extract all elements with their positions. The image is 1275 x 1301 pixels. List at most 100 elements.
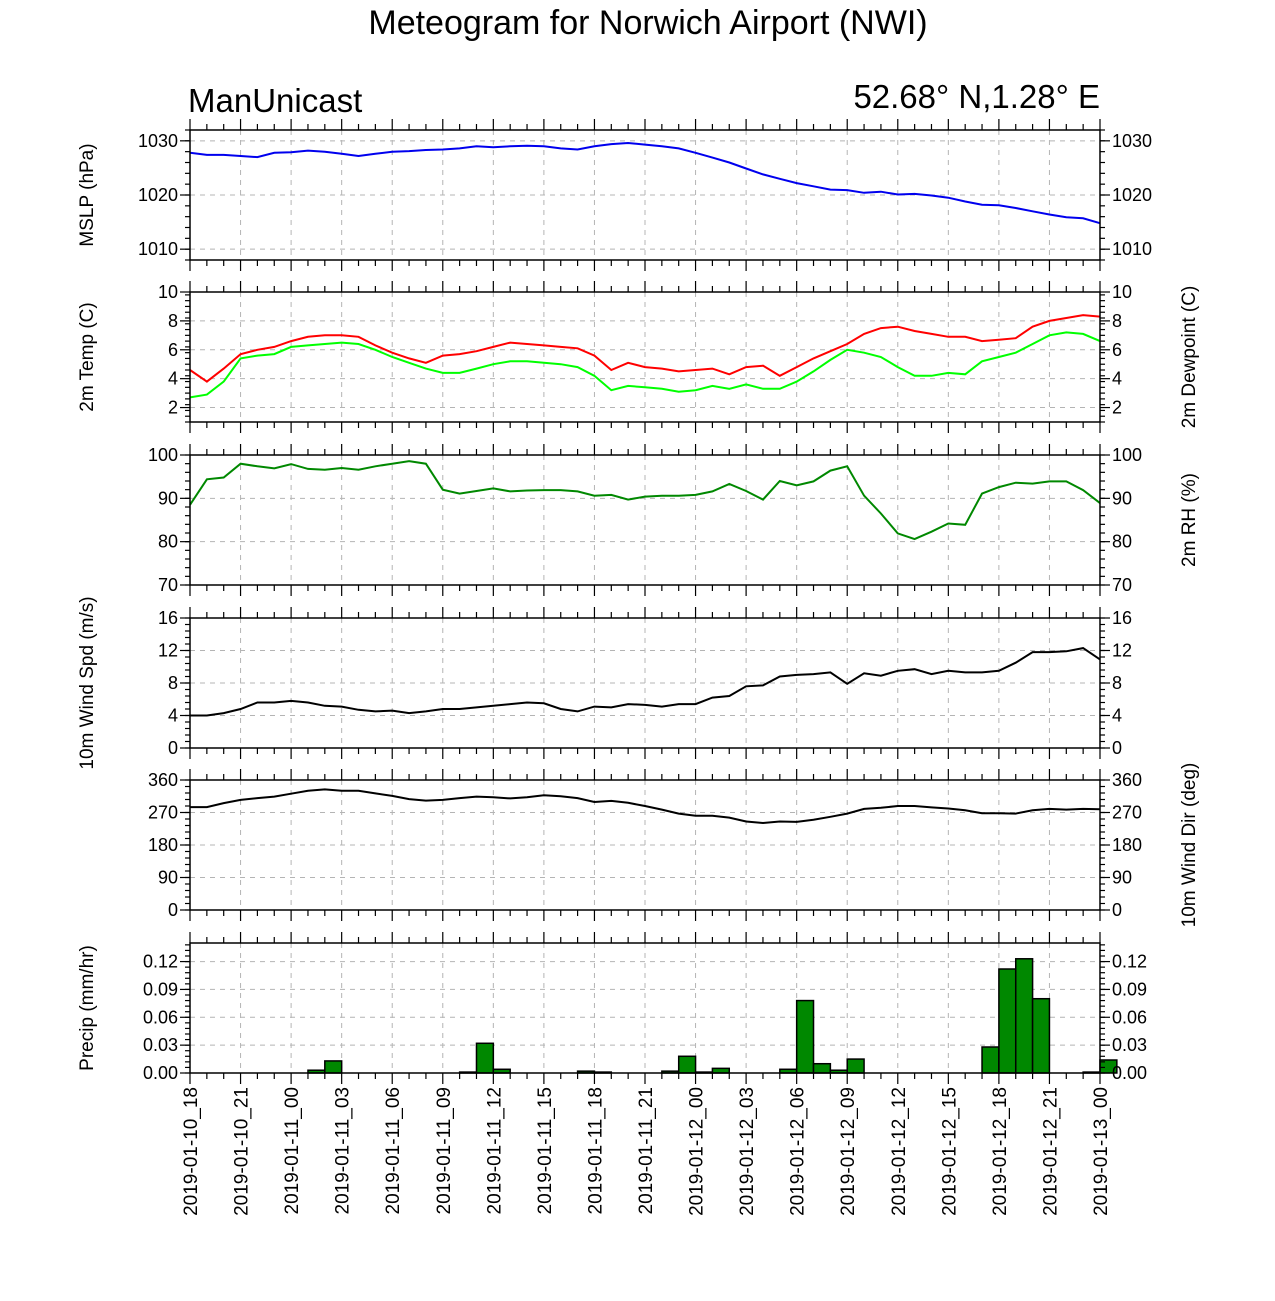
panel-2: 70 70 80 80 90 90 100 100 2m RH (%) bbox=[148, 444, 1200, 596]
y-tick-label: 0 bbox=[1112, 900, 1122, 920]
y-tick-label: 80 bbox=[158, 532, 178, 552]
y-axis-title-right: 2m Dewpoint (C) bbox=[1179, 286, 1200, 429]
time-tick-label: 2019-01-11_00 bbox=[282, 1087, 303, 1214]
precip-bar bbox=[795, 999, 815, 1074]
y-tick-label: 16 bbox=[1112, 608, 1132, 628]
y-axis-title: Precip (mm/hr) bbox=[77, 945, 98, 1071]
y-tick-label: 6 bbox=[168, 340, 178, 360]
precip-bar bbox=[812, 1062, 832, 1074]
y-tick-label: 12 bbox=[1112, 641, 1132, 661]
time-tick-label: 2019-01-10_18 bbox=[181, 1087, 202, 1216]
y-tick-label: 0.03 bbox=[143, 1035, 178, 1055]
y-tick-label: 0.09 bbox=[1112, 979, 1147, 999]
precip-bar bbox=[1031, 997, 1051, 1074]
y-tick-label: 4 bbox=[168, 706, 178, 726]
precip-bar bbox=[475, 1042, 495, 1074]
y-tick-label: 0 bbox=[168, 900, 178, 920]
panel-0: 1010 1010 1020 1020 1030 1030 MSLP (hPa) bbox=[77, 119, 1152, 271]
panel-3: 0 0 4 4 8 8 12 12 16 16 10m Wind Spd (m/s) bbox=[77, 596, 1132, 769]
time-tick-label: 2019-01-13_00 bbox=[1091, 1087, 1112, 1216]
y-tick-label: 1020 bbox=[1112, 185, 1152, 205]
y-tick-label: 8 bbox=[1112, 311, 1122, 331]
y-tick-label: 90 bbox=[1112, 488, 1132, 508]
time-tick-label: 2019-01-11_15 bbox=[535, 1087, 556, 1214]
time-tick-label: 2019-01-11_09 bbox=[434, 1087, 455, 1214]
y-tick-label: 0.06 bbox=[1112, 1007, 1147, 1027]
series-line-0 bbox=[189, 314, 1101, 383]
time-tick-label: 2019-01-12_18 bbox=[990, 1087, 1011, 1216]
y-tick-label: 270 bbox=[1112, 803, 1142, 823]
series-line-0 bbox=[189, 460, 1101, 541]
precip-bar bbox=[998, 968, 1017, 1074]
y-tick-label: 100 bbox=[148, 445, 178, 465]
y-tick-label: 360 bbox=[1112, 770, 1142, 790]
y-tick-label: 1020 bbox=[138, 185, 178, 205]
y-tick-label: 0.00 bbox=[143, 1063, 178, 1083]
series-line-1 bbox=[189, 331, 1101, 399]
precip-bar bbox=[1014, 958, 1034, 1074]
y-tick-label: 360 bbox=[148, 770, 178, 790]
time-tick-label: 2019-01-11_06 bbox=[383, 1087, 404, 1214]
y-axis-title-right: 2m RH (%) bbox=[1179, 473, 1200, 567]
time-tick-label: 2019-01-12_12 bbox=[889, 1087, 910, 1216]
time-tick-label: 2019-01-11_21 bbox=[636, 1087, 657, 1214]
y-tick-label: 1010 bbox=[1112, 239, 1152, 259]
y-tick-label: 100 bbox=[1112, 445, 1142, 465]
y-tick-label: 180 bbox=[148, 835, 178, 855]
y-tick-label: 90 bbox=[1112, 868, 1132, 888]
y-axis-title: 10m Wind Spd (m/s) bbox=[77, 596, 98, 769]
y-tick-label: 0.03 bbox=[1112, 1035, 1147, 1055]
time-tick-label: 2019-01-11_03 bbox=[333, 1087, 354, 1214]
precip-bar bbox=[677, 1055, 697, 1074]
y-tick-label: 90 bbox=[158, 488, 178, 508]
time-tick-label: 2019-01-10_21 bbox=[232, 1087, 253, 1216]
y-tick-label: 80 bbox=[1112, 532, 1132, 552]
y-tick-label: 70 bbox=[158, 575, 178, 595]
y-tick-label: 12 bbox=[158, 641, 178, 661]
time-tick-label: 2019-01-12_06 bbox=[788, 1087, 809, 1216]
time-tick-label: 2019-01-11_12 bbox=[484, 1087, 505, 1214]
y-tick-label: 180 bbox=[1112, 835, 1142, 855]
y-tick-label: 0.12 bbox=[1112, 952, 1147, 972]
y-tick-label: 8 bbox=[1112, 673, 1122, 693]
y-tick-label: 8 bbox=[168, 311, 178, 331]
time-axis: 2019-01-10_18 2019-01-10_21 2019-01-11_00 2… bbox=[181, 1087, 1112, 1216]
y-tick-label: 8 bbox=[168, 673, 178, 693]
y-tick-label: 6 bbox=[1112, 340, 1122, 360]
chart-title: Meteogram for Norwich Airport (NWI) bbox=[368, 4, 927, 42]
y-tick-label: 1010 bbox=[138, 239, 178, 259]
y-tick-label: 1030 bbox=[138, 131, 178, 151]
y-tick-label: 4 bbox=[168, 369, 178, 389]
series-line-0 bbox=[190, 647, 1101, 717]
y-tick-label: 90 bbox=[158, 868, 178, 888]
time-tick-label: 2019-01-12_09 bbox=[838, 1087, 859, 1216]
y-axis-title: 2m Temp (C) bbox=[77, 302, 98, 411]
y-tick-label: 4 bbox=[1112, 369, 1122, 389]
y-tick-label: 0.06 bbox=[143, 1007, 178, 1027]
y-axis-title-right: 10m Wind Dir (deg) bbox=[1179, 763, 1200, 928]
y-tick-label: 1030 bbox=[1112, 131, 1152, 151]
precip-bar bbox=[846, 1058, 865, 1074]
time-tick-label: 2019-01-11_18 bbox=[585, 1087, 606, 1214]
series-line-0 bbox=[189, 141, 1101, 225]
time-tick-label: 2019-01-12_21 bbox=[1040, 1087, 1061, 1216]
y-tick-label: 4 bbox=[1112, 706, 1122, 726]
y-tick-label: 0 bbox=[168, 738, 178, 758]
y-tick-label: 10 bbox=[158, 282, 178, 302]
y-tick-label: 2 bbox=[168, 398, 178, 418]
y-tick-label: 0.00 bbox=[1112, 1063, 1147, 1083]
model-label: ManUnicast bbox=[188, 82, 362, 119]
panel-5: 0.00 0.00 0.03 0.03 0.06 0.06 0.09 0.09 0.12 0.12… bbox=[77, 932, 1147, 1084]
y-tick-label: 0 bbox=[1112, 738, 1122, 758]
time-tick-label: 2019-01-12_00 bbox=[687, 1087, 708, 1216]
panel-4: 0 0 90 90 180 180 270 270 360 360 10m Wind Dir (de… bbox=[148, 763, 1200, 928]
time-tick-label: 2019-01-12_15 bbox=[939, 1087, 960, 1216]
y-tick-label: 70 bbox=[1112, 575, 1132, 595]
y-tick-label: 10 bbox=[1112, 282, 1132, 302]
location-label: 52.68° N,1.28° E bbox=[853, 78, 1100, 115]
panel-1: 2 2 4 4 6 6 8 8 10 10 2m Temp (C) 2m Dewpoint (C) bbox=[77, 281, 1200, 433]
y-tick-label: 270 bbox=[148, 803, 178, 823]
